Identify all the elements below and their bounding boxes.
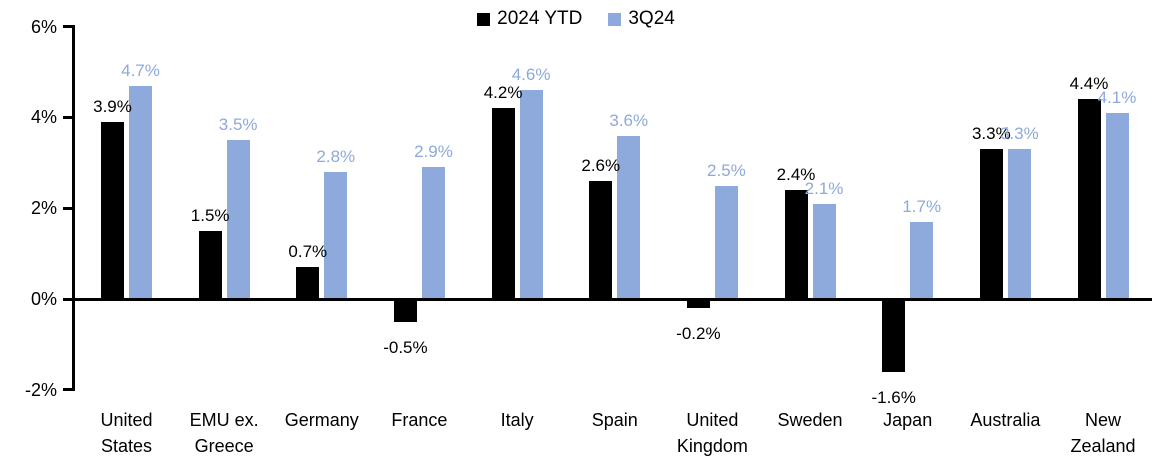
bar-2024-ytd-new-zealand xyxy=(1077,99,1101,299)
data-label-2024-ytd-japan: -1.6% xyxy=(871,387,916,407)
y-axis-label-0: 0% xyxy=(30,289,57,309)
bar-2024-ytd-united-states xyxy=(101,121,124,299)
data-label-2024-ytd-emu-ex-greece: 1.5% xyxy=(190,205,230,225)
legend-item-2024-ytd: 2024 YTD xyxy=(477,8,582,30)
legend-label-2024-ytd: 2024 YTD xyxy=(497,8,583,29)
y-axis-label-4: 4% xyxy=(30,107,57,128)
data-label-3q24-france: 2.9% xyxy=(414,142,453,162)
bar-3q24-japan xyxy=(910,221,934,299)
category-label-united-kingdom: United Kingdom xyxy=(676,410,748,456)
bar-3q24-united-kingdom xyxy=(714,185,738,299)
data-label-3q24-australia: 3.3% xyxy=(999,124,1039,144)
data-label-3q24-italy: 4.6% xyxy=(511,65,551,85)
bar-3q24-emu-ex-greece xyxy=(226,140,250,299)
data-label-2024-ytd-spain: 2.6% xyxy=(581,155,621,175)
category-label-australia: Australia xyxy=(970,410,1041,430)
data-label-2024-ytd-germany: 0.7% xyxy=(288,242,328,262)
bar-3q24-australia xyxy=(1007,149,1031,299)
bar-3q24-italy xyxy=(519,90,543,299)
legend-item-3q24: 3Q24 xyxy=(608,8,675,30)
bar-2024-ytd-spain xyxy=(589,180,613,299)
legend-swatch-icon-2024-ytd xyxy=(477,12,491,26)
category-label-italy: Italy xyxy=(500,410,534,430)
data-label-2024-ytd-italy: 4.2% xyxy=(483,83,523,103)
y-axis-tick-2 xyxy=(63,388,72,392)
data-label-3q24-new-zealand: 4.1% xyxy=(1097,87,1137,107)
y-axis-label-6: 6% xyxy=(30,16,57,37)
data-label-2024-ytd-united-states: 3.9% xyxy=(93,96,132,116)
y-axis-line xyxy=(72,25,75,392)
category-label-france: France xyxy=(391,410,448,430)
data-label-3q24-emu-ex-greece: 3.5% xyxy=(218,115,258,135)
data-label-3q24-united-states: 4.7% xyxy=(121,60,160,80)
category-label-emu-ex-greece: EMU ex. Greece xyxy=(189,410,259,456)
category-label-spain: Spain xyxy=(591,410,638,430)
data-label-3q24-sweden: 2.1% xyxy=(804,178,844,198)
bar-2024-ytd-italy xyxy=(491,108,515,299)
data-label-3q24-japan: 1.7% xyxy=(902,196,942,216)
bar-3q24-france xyxy=(421,167,445,299)
bar-2024-ytd-emu-ex-greece xyxy=(198,230,222,299)
bar-3q24-spain xyxy=(617,135,641,299)
data-label-2024-ytd-france: -0.5% xyxy=(383,337,428,357)
data-label-3q24-germany: 2.8% xyxy=(316,146,356,166)
category-label-sweden: Sweden xyxy=(777,410,843,430)
data-label-2024-ytd-sweden: 2.4% xyxy=(776,165,816,185)
y-axis-tick-0 xyxy=(63,297,72,301)
bar-2024-ytd-germany xyxy=(296,267,320,299)
legend-label-3q24: 3Q24 xyxy=(628,8,675,29)
data-label-3q24-united-kingdom: 2.5% xyxy=(707,160,746,180)
chart-legend: 2024 YTD 3Q24 xyxy=(0,8,1152,30)
y-axis-tick-6 xyxy=(63,25,72,29)
data-label-2024-ytd-new-zealand: 4.4% xyxy=(1069,74,1109,94)
category-label-japan: Japan xyxy=(883,410,933,430)
bar-3q24-germany xyxy=(324,171,348,299)
bar-2024-ytd-france xyxy=(393,299,417,322)
y-axis-label-2: -2% xyxy=(24,379,57,400)
category-label-new-zealand: New Zealand xyxy=(1070,410,1136,456)
category-label-germany: Germany xyxy=(284,410,359,430)
category-label-united-states: United States xyxy=(100,410,153,456)
legend-swatch-icon-3q24 xyxy=(608,12,622,26)
x-axis-line xyxy=(72,297,1152,301)
bar-3q24-new-zealand xyxy=(1105,112,1129,299)
y-axis-tick-2 xyxy=(63,206,72,210)
bar-2024-ytd-sweden xyxy=(784,190,808,299)
data-label-3q24-spain: 3.6% xyxy=(609,110,649,130)
bar-2024-ytd-united-kingdom xyxy=(686,299,710,309)
y-axis-tick-4 xyxy=(63,115,72,119)
data-label-2024-ytd-united-kingdom: -0.2% xyxy=(676,324,721,344)
bar-3q24-united-states xyxy=(129,85,152,299)
bar-2024-ytd-australia xyxy=(979,149,1003,299)
data-label-2024-ytd-australia: 3.3% xyxy=(971,124,1011,144)
y-axis-label-2: 2% xyxy=(30,198,57,219)
bar-2024-ytd-japan xyxy=(882,299,906,372)
bar-3q24-sweden xyxy=(812,203,836,299)
